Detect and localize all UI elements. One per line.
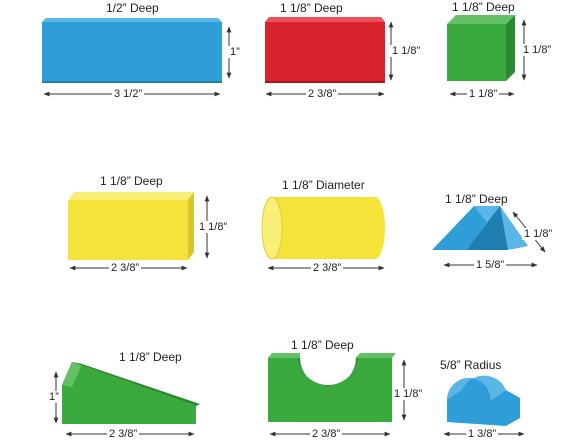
yellow-rectangle-height-label: 1 1/8” <box>197 221 230 233</box>
yellow-cylinder-diameter-label: 1 1/8” Diameter <box>282 178 365 192</box>
green-cube-block <box>447 15 515 81</box>
green-arch-depth-label: 1 1/8” Deep <box>291 338 354 352</box>
green-ramp-height-label: 1” <box>47 391 61 403</box>
green-ramp-depth-label: 1 1/8” Deep <box>119 350 182 364</box>
yellow-cylinder-block <box>261 196 385 260</box>
blue-rectangle-width-label: 3 1/2” <box>112 88 145 100</box>
yellow-rectangle-depth-label: 1 1/8” Deep <box>100 174 163 188</box>
blue-rectangle-block <box>42 18 222 83</box>
green-arch-width-label: 2 3/8” <box>310 428 343 440</box>
green-ramp-width-label: 2 3/8” <box>107 428 140 440</box>
red-rectangle-depth-label: 1 1/8” Deep <box>280 1 343 15</box>
green-ramp-block <box>62 362 200 424</box>
blue-half-cylinder-radius-label: 5/8” Radius <box>440 358 502 372</box>
green-cube-depth-label: 1 1/8” Deep <box>452 0 515 14</box>
yellow-rectangle-width-label: 2 3/8” <box>109 262 142 274</box>
green-cube-width-label: 1 1/8” <box>467 88 500 100</box>
blue-rectangle-depth-label: 1/2” Deep <box>106 1 159 15</box>
blue-half-cylinder-width-label: 1 3/8” <box>466 428 499 440</box>
blue-triangle-depth-label: 1 1/8” Deep <box>445 192 508 206</box>
red-rectangle-width-label: 2 3/8” <box>306 88 339 100</box>
green-arch-height-label: 1 1/8” <box>392 388 425 400</box>
blue-rectangle-height-label: 1” <box>228 46 242 58</box>
yellow-cylinder-width-label: 2 3/8” <box>311 262 344 274</box>
blue-triangle-height-label: 1 1/8” <box>522 228 555 240</box>
red-rectangle-block <box>265 17 385 83</box>
blue-triangle-width-label: 1 5/8” <box>474 259 507 271</box>
green-arch-block <box>268 353 396 422</box>
green-cube-height-label: 1 1/8” <box>521 44 554 56</box>
red-rectangle-height-label: 1 1/8” <box>390 45 423 57</box>
yellow-rectangle-block <box>68 192 194 260</box>
blue-half-cylinder-block <box>447 375 520 426</box>
